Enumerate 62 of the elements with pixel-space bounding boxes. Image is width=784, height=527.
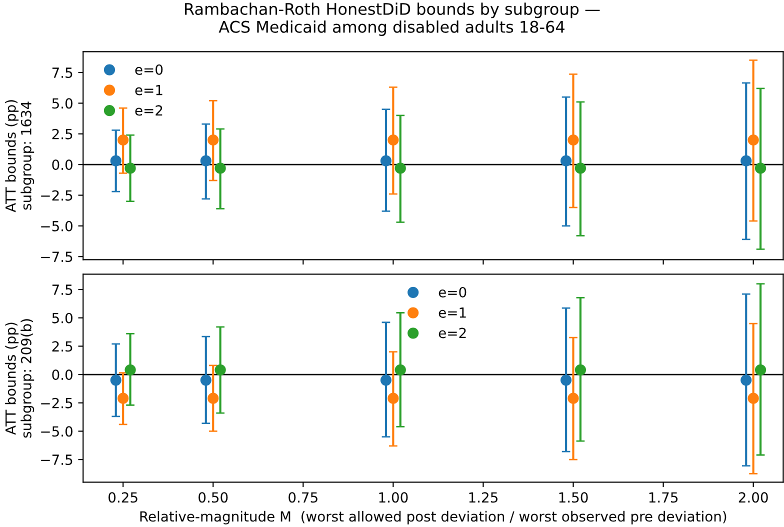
y-tick-label: 2.5 xyxy=(52,128,72,140)
y-tick-label: −5.0 xyxy=(41,220,72,232)
point xyxy=(380,155,392,166)
y-tick-label: 7.5 xyxy=(52,284,72,295)
y-tick-label: −2.5 xyxy=(41,190,72,201)
point xyxy=(568,392,579,404)
point xyxy=(388,392,399,404)
point xyxy=(118,392,129,404)
point xyxy=(754,162,766,174)
legend-label: e=0 xyxy=(135,64,163,75)
y-tick-label: 7.5 xyxy=(52,68,72,78)
y-tick-label: −5.0 xyxy=(41,426,72,437)
point xyxy=(754,364,766,376)
point xyxy=(118,134,129,146)
point xyxy=(380,374,392,386)
y-axis-title: ATT bounds (pp) subgroup: 209(b) xyxy=(5,319,34,438)
x-tick-label: 2.00 xyxy=(738,492,768,503)
y-axis-title: ATT bounds (pp) subgroup: 1634 xyxy=(5,100,34,212)
legend-label: e=2 xyxy=(438,328,466,338)
legend-label: e=0 xyxy=(438,286,466,298)
point xyxy=(200,155,212,166)
y-tick-label: 0.0 xyxy=(52,160,72,170)
y-tick-label: 5.0 xyxy=(52,98,72,109)
point xyxy=(208,134,219,146)
point xyxy=(568,134,579,146)
point xyxy=(214,364,226,376)
point xyxy=(124,364,136,376)
point xyxy=(574,162,586,174)
x-tick-label: 1.50 xyxy=(559,492,588,503)
point xyxy=(394,162,406,174)
x-tick-label: 1.25 xyxy=(469,492,498,503)
point xyxy=(574,364,586,376)
x-axis-title: Relative-magnitude M (worst allowed post deviation / worst observed pre deviation) xyxy=(140,510,726,524)
x-tick-label: 0.75 xyxy=(288,492,318,503)
point xyxy=(748,134,759,146)
legend-label: e=1 xyxy=(438,308,466,318)
x-tick-label: 0.25 xyxy=(108,492,138,503)
y-tick-label: 2.5 xyxy=(52,341,72,352)
point xyxy=(748,392,759,404)
point xyxy=(388,134,399,146)
y-tick-label: −7.5 xyxy=(41,454,72,466)
point xyxy=(214,162,226,174)
legend-label: e=2 xyxy=(135,105,162,116)
point xyxy=(560,155,572,166)
point xyxy=(740,374,752,386)
y-tick-label: 0.0 xyxy=(52,369,72,380)
point xyxy=(110,374,122,386)
point xyxy=(740,155,752,166)
point xyxy=(560,374,572,386)
y-tick-label: 5.0 xyxy=(52,312,72,324)
x-tick-label: 1.00 xyxy=(379,492,408,503)
point xyxy=(110,155,122,166)
chart-title: Rambachan-Roth HonestDiD bounds by subgroup — ACS Medicaid among disabled adults 18-64 xyxy=(185,2,600,36)
y-tick-label: −2.5 xyxy=(41,398,72,408)
point xyxy=(208,392,219,404)
x-tick-label: 0.50 xyxy=(198,492,228,503)
y-tick-label: −7.5 xyxy=(41,252,72,262)
point xyxy=(200,374,212,386)
point xyxy=(394,364,406,376)
x-tick-label: 1.75 xyxy=(649,492,678,503)
legend-label: e=1 xyxy=(135,84,162,96)
point xyxy=(124,162,136,174)
